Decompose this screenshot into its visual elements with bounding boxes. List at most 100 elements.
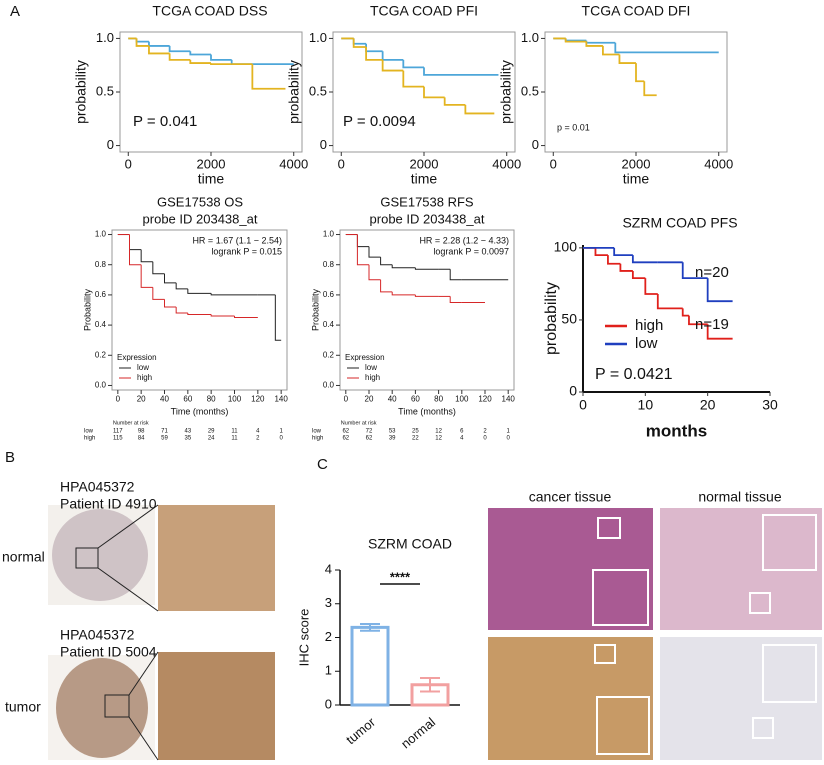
risk-count: 1 (279, 429, 283, 435)
risk-count: 12 (435, 436, 442, 442)
x-tick-label: 0 (125, 157, 132, 172)
km-step (129, 234, 142, 251)
x-tick-label: 60 (411, 395, 420, 404)
chart-subtitle: probe ID 203438_at (370, 211, 485, 226)
risk-count: 62 (342, 436, 349, 442)
km-step (148, 45, 170, 55)
km-step (619, 263, 633, 272)
risk-count: 0 (483, 436, 487, 442)
legend-title: Expression (345, 353, 385, 362)
y-tick-label: 1.0 (521, 30, 539, 45)
x-tick-label: 0 (338, 157, 345, 172)
risk-count: 4 (460, 436, 464, 442)
zoom-box (752, 717, 774, 739)
km-step (152, 261, 165, 275)
x-tick-label: 60 (183, 395, 192, 404)
x-axis-label: time (623, 171, 650, 187)
x-tick-label: 20 (700, 397, 716, 413)
km-step (187, 288, 212, 294)
annotation: P = 0.0421 (595, 366, 673, 383)
tissue-zoom (158, 505, 275, 611)
y-tick-label: 1.0 (95, 230, 107, 239)
x-tick-label: 30 (762, 397, 778, 413)
y-tick-label: 0.4 (323, 320, 335, 329)
km-step (607, 255, 621, 265)
risk-count: 59 (161, 436, 168, 442)
legend-title: Expression (117, 353, 157, 362)
zoom-inset (592, 569, 649, 626)
x-tick-label: 0 (116, 395, 121, 404)
x-tick-label: 20 (137, 395, 146, 404)
risk-row-label: high (312, 436, 323, 442)
x-axis-label: time (198, 171, 225, 187)
histology-b: HPA045372 Patient ID 4910 normal HPA0453… (2, 479, 275, 761)
km-step (356, 234, 369, 248)
tissue-core (56, 658, 148, 758)
y-axis-label: probability (498, 60, 514, 124)
y-tick-label: 0.6 (95, 290, 107, 299)
km-step (210, 314, 235, 317)
km-step (631, 270, 646, 280)
x-tick-label: 2000 (622, 157, 651, 172)
x-tick-label: 80 (434, 395, 443, 404)
tissue-image (488, 637, 653, 760)
y-axis-label: Probability (310, 288, 320, 331)
plot-frame (111, 229, 288, 391)
tissue-core (52, 509, 148, 601)
y-tick-label: 100 (554, 239, 578, 255)
km-step (402, 59, 424, 69)
y-tick-label: 1.0 (96, 30, 114, 45)
km-step (274, 294, 282, 341)
x-tick-label: 0 (579, 397, 587, 413)
km-step (643, 81, 657, 97)
plot-frame (119, 31, 303, 153)
km-step (135, 38, 149, 47)
tissue-zoom (158, 652, 275, 760)
panel-label: B (5, 449, 15, 466)
y-axis-label: probability (73, 60, 89, 124)
chart-subtitle: probe ID 203438_at (143, 211, 258, 226)
risk-row-label: high (84, 436, 95, 442)
risk-count: 117 (113, 429, 123, 435)
legend-label: high (635, 317, 663, 334)
y-axis-label: probability (286, 60, 302, 124)
km-step (210, 63, 232, 66)
y-tick-label: 0.0 (95, 381, 107, 390)
km-step (251, 64, 286, 90)
chart-title: GSE17538 RFS (380, 194, 474, 209)
km-step (135, 38, 149, 43)
legend-label: low (365, 363, 377, 372)
tissue-label: tumor (5, 699, 41, 715)
chart-title: SZRM COAD (368, 536, 452, 552)
legend-label: low (137, 363, 149, 372)
annotation: P = 0.0094 (343, 113, 416, 130)
risk-count: 11 (231, 436, 238, 442)
antibody-label: HPA045372 (60, 479, 135, 495)
y-tick-label: 0.2 (323, 350, 335, 359)
x-tick-label: 20 (365, 395, 374, 404)
x-tick-label: 80 (207, 395, 216, 404)
risk-count: 1 (507, 429, 511, 435)
risk-count: 2 (483, 429, 487, 435)
km-step (585, 41, 603, 47)
km-step (368, 246, 381, 258)
y-tick-label: 0.5 (521, 83, 539, 98)
zoom-inset (762, 644, 817, 703)
risk-count: 53 (389, 429, 396, 435)
x-tick-label: 2000 (197, 157, 226, 172)
km-step (164, 273, 177, 284)
km-step (189, 51, 211, 56)
km-step (352, 38, 367, 48)
risk-count: 115 (113, 436, 123, 442)
patient-label: Patient ID 5004 (60, 644, 157, 660)
y-tick-label: 0.0 (323, 381, 335, 390)
x-tick-label: 140 (502, 395, 516, 404)
histology-c: cancer tissue normal tissue (488, 489, 822, 760)
km-step (368, 264, 381, 281)
km-step (168, 53, 191, 61)
km-step (175, 306, 188, 314)
risk-row-label: low (312, 429, 322, 435)
km-step (423, 67, 499, 76)
risk-count: 11 (231, 429, 238, 435)
km-step (381, 59, 404, 72)
